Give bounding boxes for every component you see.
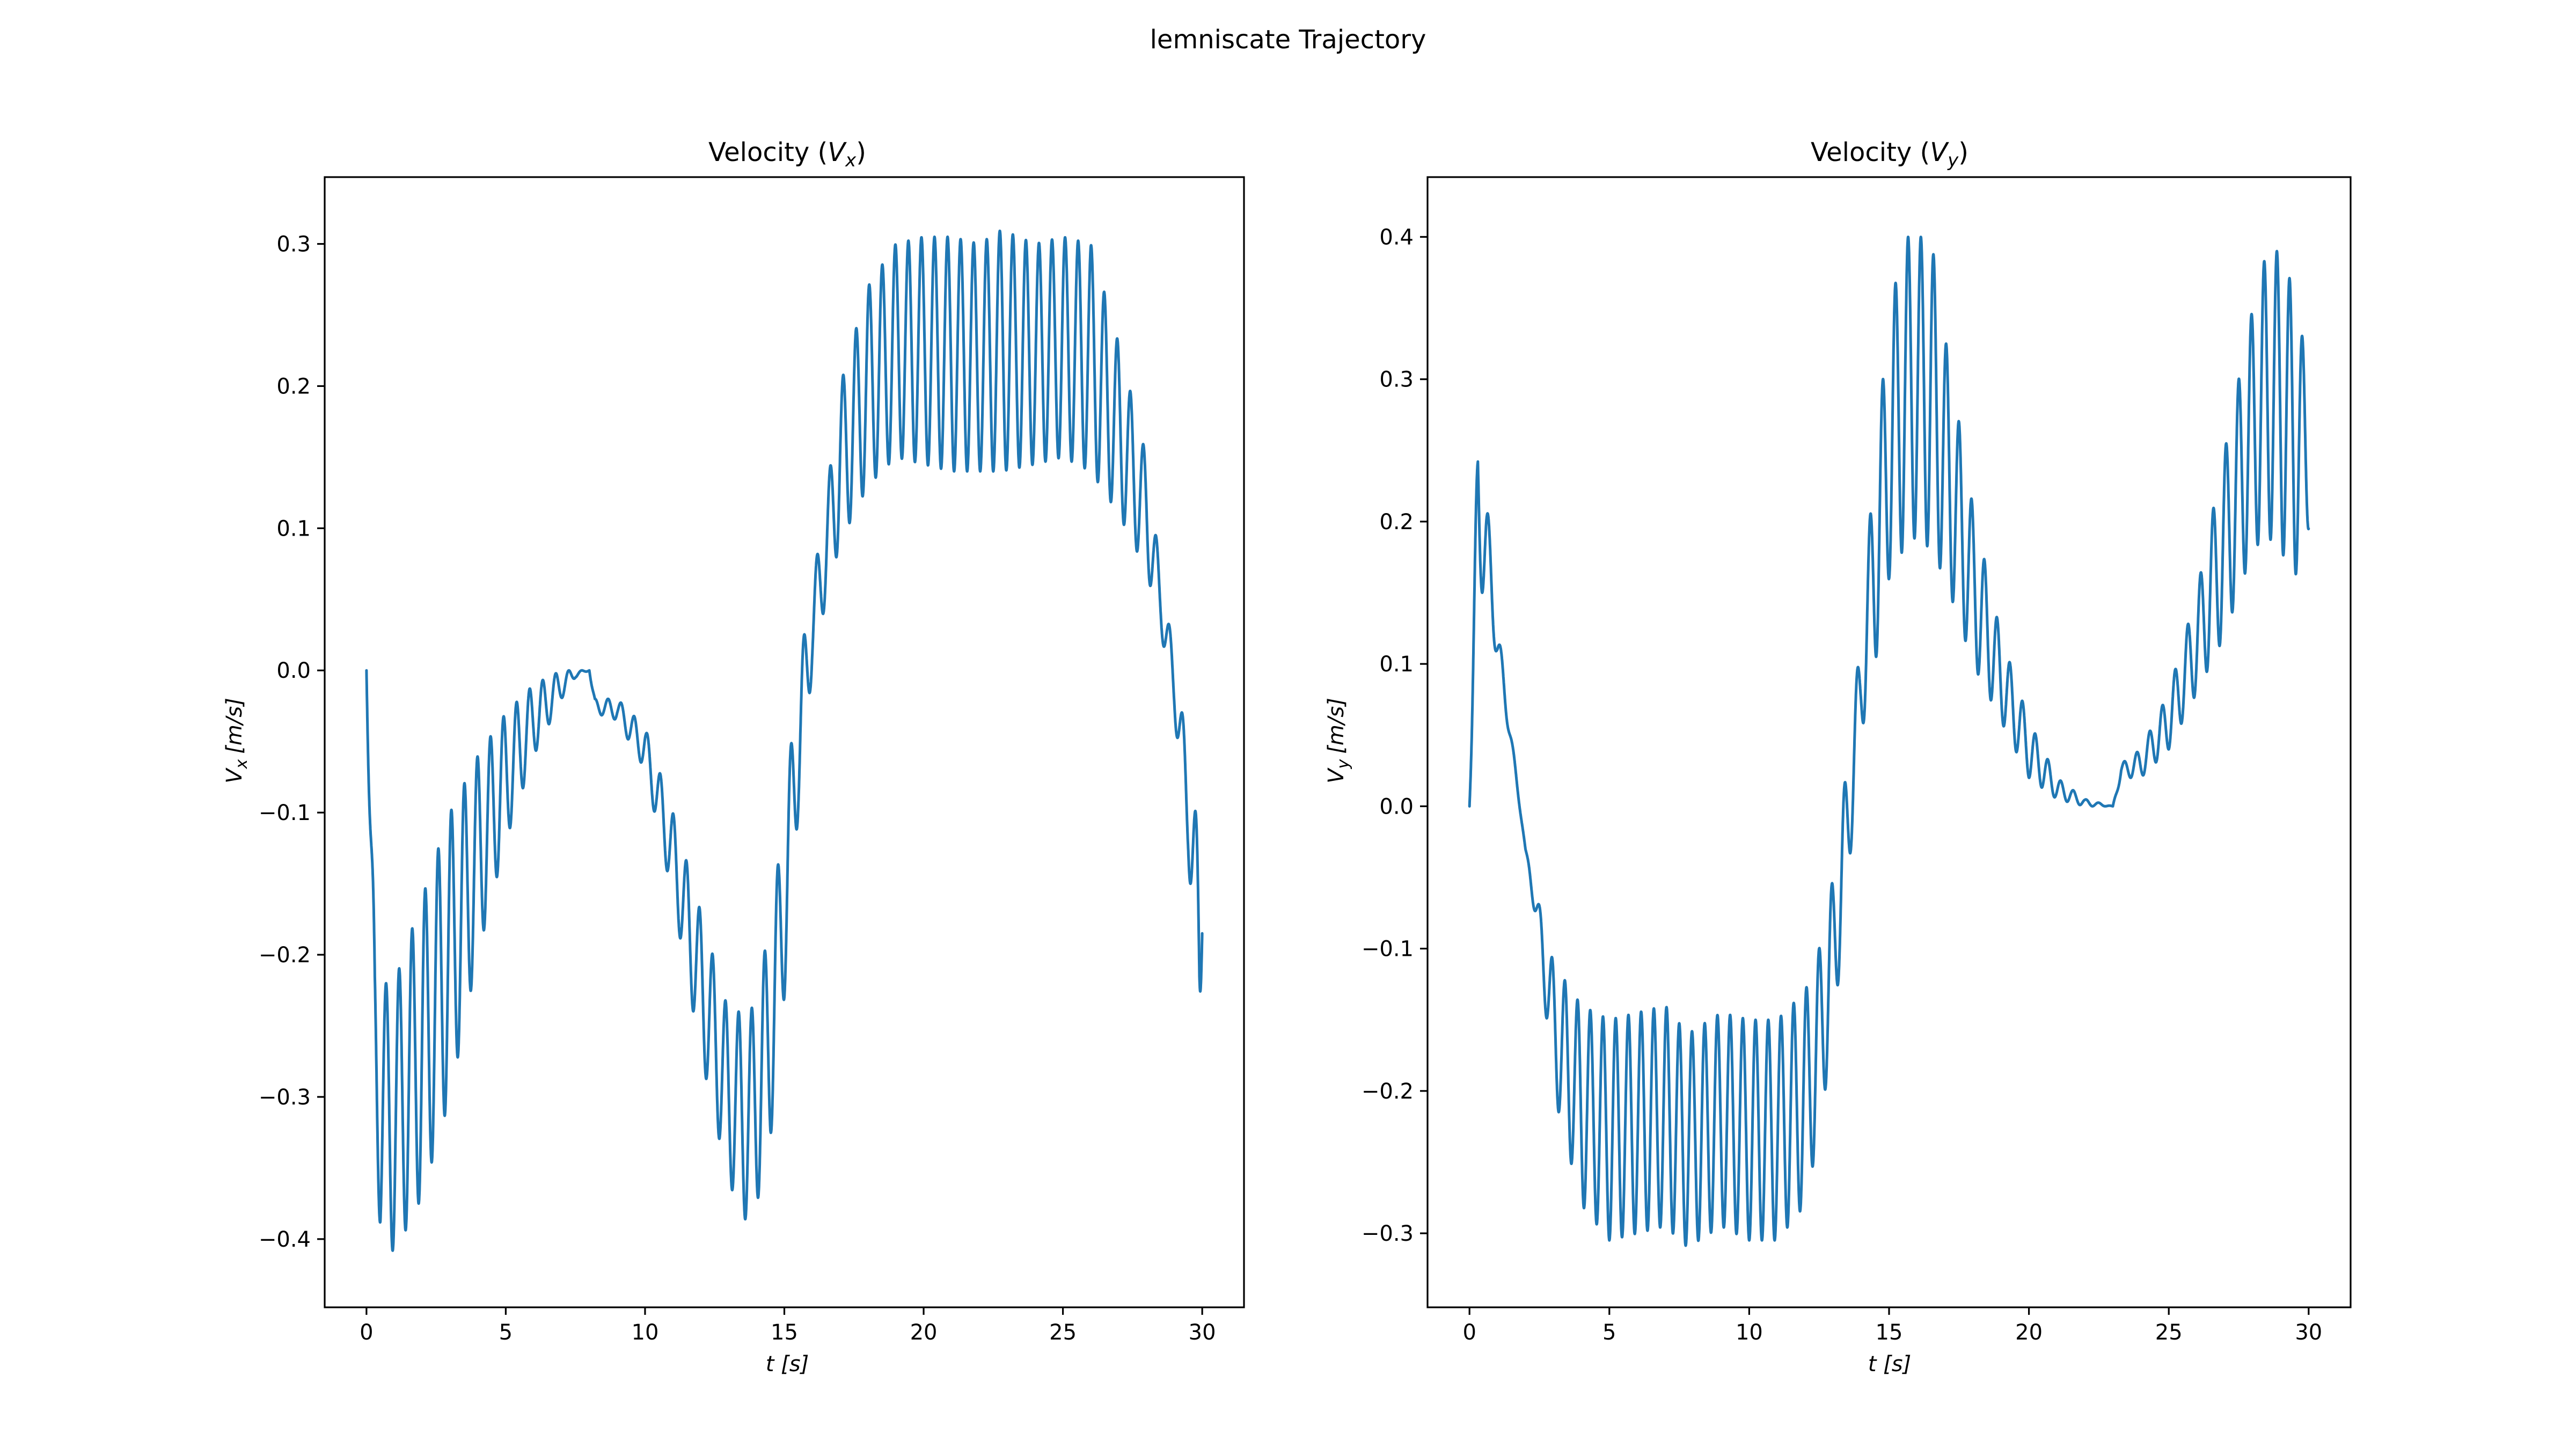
series-line-0-0 [365,229,1204,1252]
plot-frame [1426,176,2352,1308]
y-tick-label: −0.3 [1362,1221,1414,1246]
velocity-x-title: Velocity (Vx) [708,137,866,171]
velocity-y-title: Velocity (Vy) [1811,137,1968,171]
x-tick-label: 5 [1602,1320,1616,1345]
velocity-y-ylabel: Vy[m/s] [1324,698,1353,784]
y-tick-label: −0.1 [259,801,311,825]
x-tick-label: 30 [2295,1320,2322,1345]
y-tick-label: 0.0 [1379,794,1414,819]
y-tick-label: 0.1 [1379,652,1414,677]
y-tick-label: 0.3 [276,232,311,257]
velocity-y-axes: Velocity (Vy) t [s] Vy[m/s] 0 5 10 15 20 25 30… [1324,137,2352,1377]
velocity-y-xlabel: t [s] [1868,1352,1911,1377]
y-tick-label: −0.3 [259,1085,311,1110]
y-tick-label: 0.3 [1379,368,1414,392]
x-tick-label: 15 [771,1320,798,1345]
x-tick-label: 15 [1876,1320,1903,1345]
series-line-1-0 [1468,236,2310,1247]
x-tick-label: 25 [1049,1320,1077,1345]
velocity-x-ylabel: Vx[m/s] [222,698,251,784]
x-tick-label: 30 [1189,1320,1216,1345]
y-tick-label: −0.2 [1362,1079,1414,1104]
y-tick-label: 0.2 [1379,510,1414,535]
x-tick-label: 25 [2155,1320,2183,1345]
y-tick-label: 0.4 [1379,225,1414,250]
x-tick-label: 20 [910,1320,938,1345]
y-tick-label: 0.2 [276,374,311,399]
x-tick-label: 10 [632,1320,659,1345]
x-tick-label: 10 [1736,1320,1763,1345]
x-tick-label: 0 [360,1320,373,1345]
figure-title: lemniscate Trajectory [1150,25,1426,55]
y-tick-label: 0.0 [276,658,311,683]
y-tick-label: −0.1 [1362,937,1414,962]
velocity-x-xlabel: t [s] [766,1352,809,1377]
velocity-x-axes: Velocity (Vx) t [s] Vx[m/s] 0 5 10 15 20 25 30… [222,137,1245,1377]
x-tick-label: 20 [2015,1320,2043,1345]
y-tick-label: −0.4 [259,1227,311,1252]
y-tick-label: 0.1 [276,516,311,541]
y-tick-label: −0.2 [259,943,311,968]
x-tick-label: 0 [1462,1320,1476,1345]
x-tick-label: 5 [499,1320,513,1345]
